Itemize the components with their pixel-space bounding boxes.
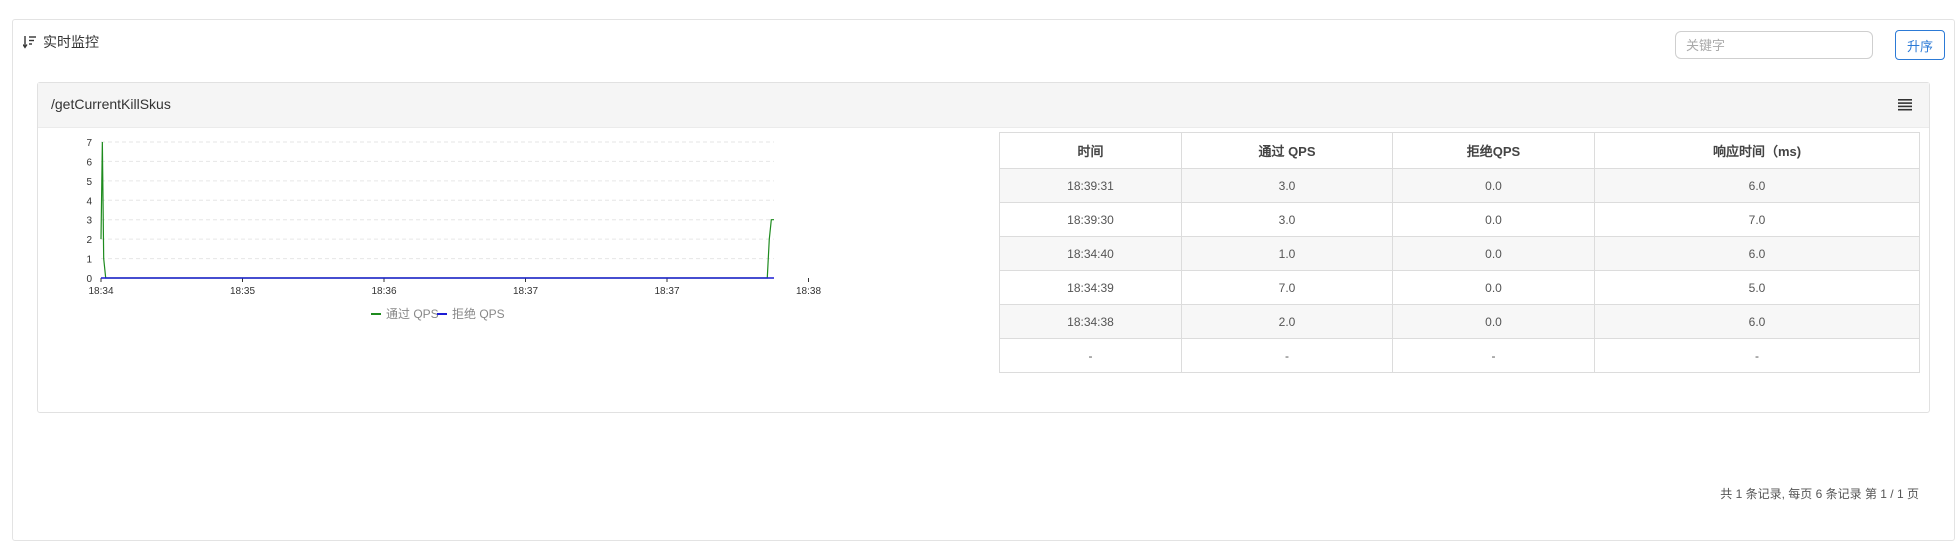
search-input[interactable] <box>1675 31 1873 59</box>
pagination-info: 共 1 条记录, 每页 6 条记录 第 1 / 1 页 <box>1720 487 1919 501</box>
cell-pass-qps: 7.0 <box>1181 270 1393 305</box>
y-tick-label: 4 <box>86 196 92 207</box>
column-header-time: 时间 <box>999 132 1182 169</box>
table-row: 18:34:38 2.0 0.0 6.0 <box>999 304 1920 339</box>
column-header-response-time: 响应时间（ms) <box>1594 132 1920 169</box>
legend-label: 通过 QPS <box>386 307 439 321</box>
cell-response-time: 7.0 <box>1594 202 1920 237</box>
cell-block-qps: 0.0 <box>1392 270 1595 305</box>
realtime-monitor-panel: 实时监控 升序 /getCurrentKillSkus 0 1 2 3 4 5 6 7 18:3… <box>12 19 1955 541</box>
cell-block-qps: 0.0 <box>1392 202 1595 237</box>
y-tick-label: 6 <box>86 157 92 168</box>
x-tick-label: 18:38 <box>796 286 821 297</box>
table-row: 18:34:39 7.0 0.0 5.0 <box>999 270 1920 305</box>
x-tick-label: 18:37 <box>654 286 679 297</box>
y-tick-label: 5 <box>86 177 92 188</box>
x-tick-label: 18:34 <box>88 286 113 297</box>
legend-label: 拒绝 QPS <box>452 306 505 321</box>
x-tick-label: 18:36 <box>371 286 396 297</box>
sort-icon <box>23 36 36 49</box>
qps-line-chart: 0 1 2 3 4 5 6 7 18:34 18:35 18:36 18:37 18:37 18:38 通过… <box>86 138 821 321</box>
cell-pass-qps: 3.0 <box>1181 202 1393 237</box>
series-line-pass-qps <box>100 141 774 279</box>
x-tick-label: 18:37 <box>513 286 538 297</box>
cell-block-qps: 0.0 <box>1392 304 1595 339</box>
x-tick-label: 18:35 <box>230 286 255 297</box>
resource-name: /getCurrentKillSkus <box>51 96 171 112</box>
cell-time: - <box>999 338 1182 373</box>
column-header-block-qps: 拒绝QPS <box>1392 132 1595 169</box>
cell-response-time: 5.0 <box>1594 270 1920 305</box>
y-tick-label: 2 <box>86 235 92 246</box>
cell-time: 18:34:39 <box>999 270 1182 305</box>
cell-time: 18:39:30 <box>999 202 1182 237</box>
y-tick-label: 1 <box>86 255 92 266</box>
table-header-row: 时间 通过 QPS 拒绝QPS 响应时间（ms) <box>999 132 1920 169</box>
table-row: - - - - <box>999 338 1920 373</box>
qps-chart: 0 1 2 3 4 5 6 7 18:34 18:35 18:36 18:37 18:37 18:38 通过… <box>38 127 998 357</box>
cell-pass-qps: 2.0 <box>1181 304 1393 339</box>
y-tick-label: 3 <box>86 216 92 227</box>
metrics-table: 时间 通过 QPS 拒绝QPS 响应时间（ms) 18:39:31 3.0 0.… <box>999 132 1920 373</box>
column-header-pass-qps: 通过 QPS <box>1181 132 1393 169</box>
y-tick-label: 0 <box>86 274 92 285</box>
y-tick-label: 7 <box>86 138 92 149</box>
cell-block-qps: 0.0 <box>1392 236 1595 271</box>
panel-title: 实时监控 <box>23 32 99 52</box>
table-row: 18:34:40 1.0 0.0 6.0 <box>999 236 1920 271</box>
cell-pass-qps: - <box>1181 338 1393 373</box>
table-row: 18:39:31 3.0 0.0 6.0 <box>999 168 1920 203</box>
cell-response-time: - <box>1594 338 1920 373</box>
cell-block-qps: - <box>1392 338 1595 373</box>
cell-block-qps: 0.0 <box>1392 168 1595 203</box>
cell-time: 18:34:38 <box>999 304 1182 339</box>
cell-time: 18:34:40 <box>999 236 1182 271</box>
table-row: 18:39:30 3.0 0.0 7.0 <box>999 202 1920 237</box>
resource-card: /getCurrentKillSkus 0 1 2 3 4 5 6 7 18:34 18:35 18… <box>37 82 1930 413</box>
cell-response-time: 6.0 <box>1594 168 1920 203</box>
cell-pass-qps: 3.0 <box>1181 168 1393 203</box>
metrics-table-wrapper: 时间 通过 QPS 拒绝QPS 响应时间（ms) 18:39:31 3.0 0.… <box>999 132 1920 373</box>
cell-response-time: 6.0 <box>1594 304 1920 339</box>
panel-title-text: 实时监控 <box>43 34 99 50</box>
cell-pass-qps: 1.0 <box>1181 236 1393 271</box>
resource-card-header: /getCurrentKillSkus <box>38 83 1929 128</box>
cell-time: 18:39:31 <box>999 168 1182 203</box>
sort-ascending-button[interactable]: 升序 <box>1895 30 1945 60</box>
cell-response-time: 6.0 <box>1594 236 1920 271</box>
hamburger-menu-icon[interactable] <box>1897 97 1913 111</box>
